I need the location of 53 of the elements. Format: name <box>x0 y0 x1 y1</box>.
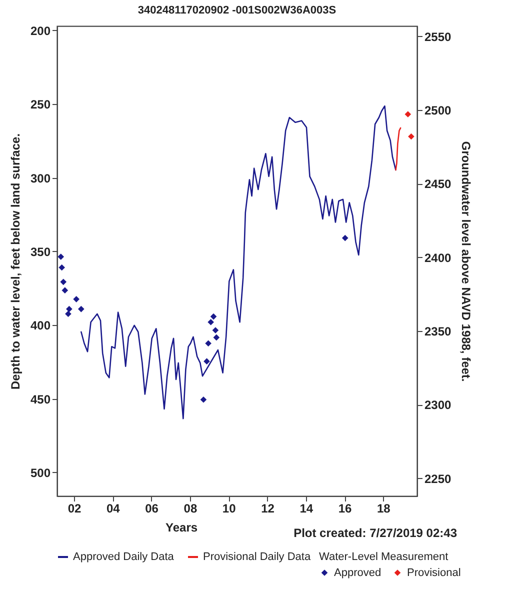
y-tick-label: 300 <box>30 171 51 186</box>
point <box>58 254 64 260</box>
y2-tick-label: 2450 <box>424 177 452 192</box>
legend-label: Provisional <box>407 566 461 579</box>
point <box>65 310 72 318</box>
x-tick-label: 10 <box>222 502 236 516</box>
point <box>62 287 68 294</box>
point <box>208 318 214 326</box>
y2-tick-label: 2300 <box>424 398 452 412</box>
chart-title: 340248117020902 -001S002W36A003S <box>138 4 336 16</box>
line-series <box>80 105 396 420</box>
line-series <box>395 127 402 171</box>
y-tick-label: 200 <box>30 24 51 38</box>
x-tick-label: 18 <box>377 502 391 516</box>
point <box>212 327 219 334</box>
point <box>408 133 414 140</box>
y2-tick-label: 2500 <box>424 103 452 118</box>
legend-label: Provisional Daily Data <box>203 551 312 563</box>
y-tick-label: 450 <box>30 392 51 406</box>
point <box>213 334 220 341</box>
point <box>210 313 217 320</box>
x-tick-label: 02 <box>68 502 82 516</box>
point <box>78 306 84 312</box>
x-tick-label: 14 <box>300 502 314 516</box>
x-tick-label: 16 <box>338 502 352 516</box>
y2-tick-label: 2350 <box>424 324 452 338</box>
legend-label: Approved Daily Data <box>73 551 175 563</box>
legend-label: Approved <box>334 566 382 579</box>
y-axis-title: Depth to water level, feet below land surface. <box>8 133 22 390</box>
y2-tick-label: 2250 <box>424 472 452 486</box>
x-tick-label: 12 <box>261 502 275 516</box>
point <box>404 111 412 118</box>
y-tick-label: 250 <box>30 98 51 112</box>
point <box>60 278 67 286</box>
y-tick-label: 400 <box>30 318 51 333</box>
x-axis-title: Years <box>166 520 198 534</box>
point <box>66 306 72 312</box>
y2-axis-title: Groundwater level above NAVD 1988, feet. <box>459 141 474 382</box>
x-tick-label: 08 <box>184 502 198 516</box>
x-tick-label: 04 <box>106 502 120 516</box>
point <box>205 340 212 347</box>
text: Plot created: 7/27/2019 02:43 <box>294 526 458 540</box>
y2-tick-label: 2550 <box>424 30 452 44</box>
y-tick-label: 500 <box>30 466 51 480</box>
point <box>58 264 65 271</box>
point <box>73 296 80 302</box>
legend-title: Water-Level Measurement <box>319 551 448 563</box>
point <box>342 234 348 242</box>
y-tick-label: 350 <box>30 244 51 259</box>
point <box>204 358 210 364</box>
y2-tick-label: 2400 <box>424 250 452 265</box>
x-tick-label: 06 <box>145 502 159 516</box>
point <box>200 396 207 403</box>
